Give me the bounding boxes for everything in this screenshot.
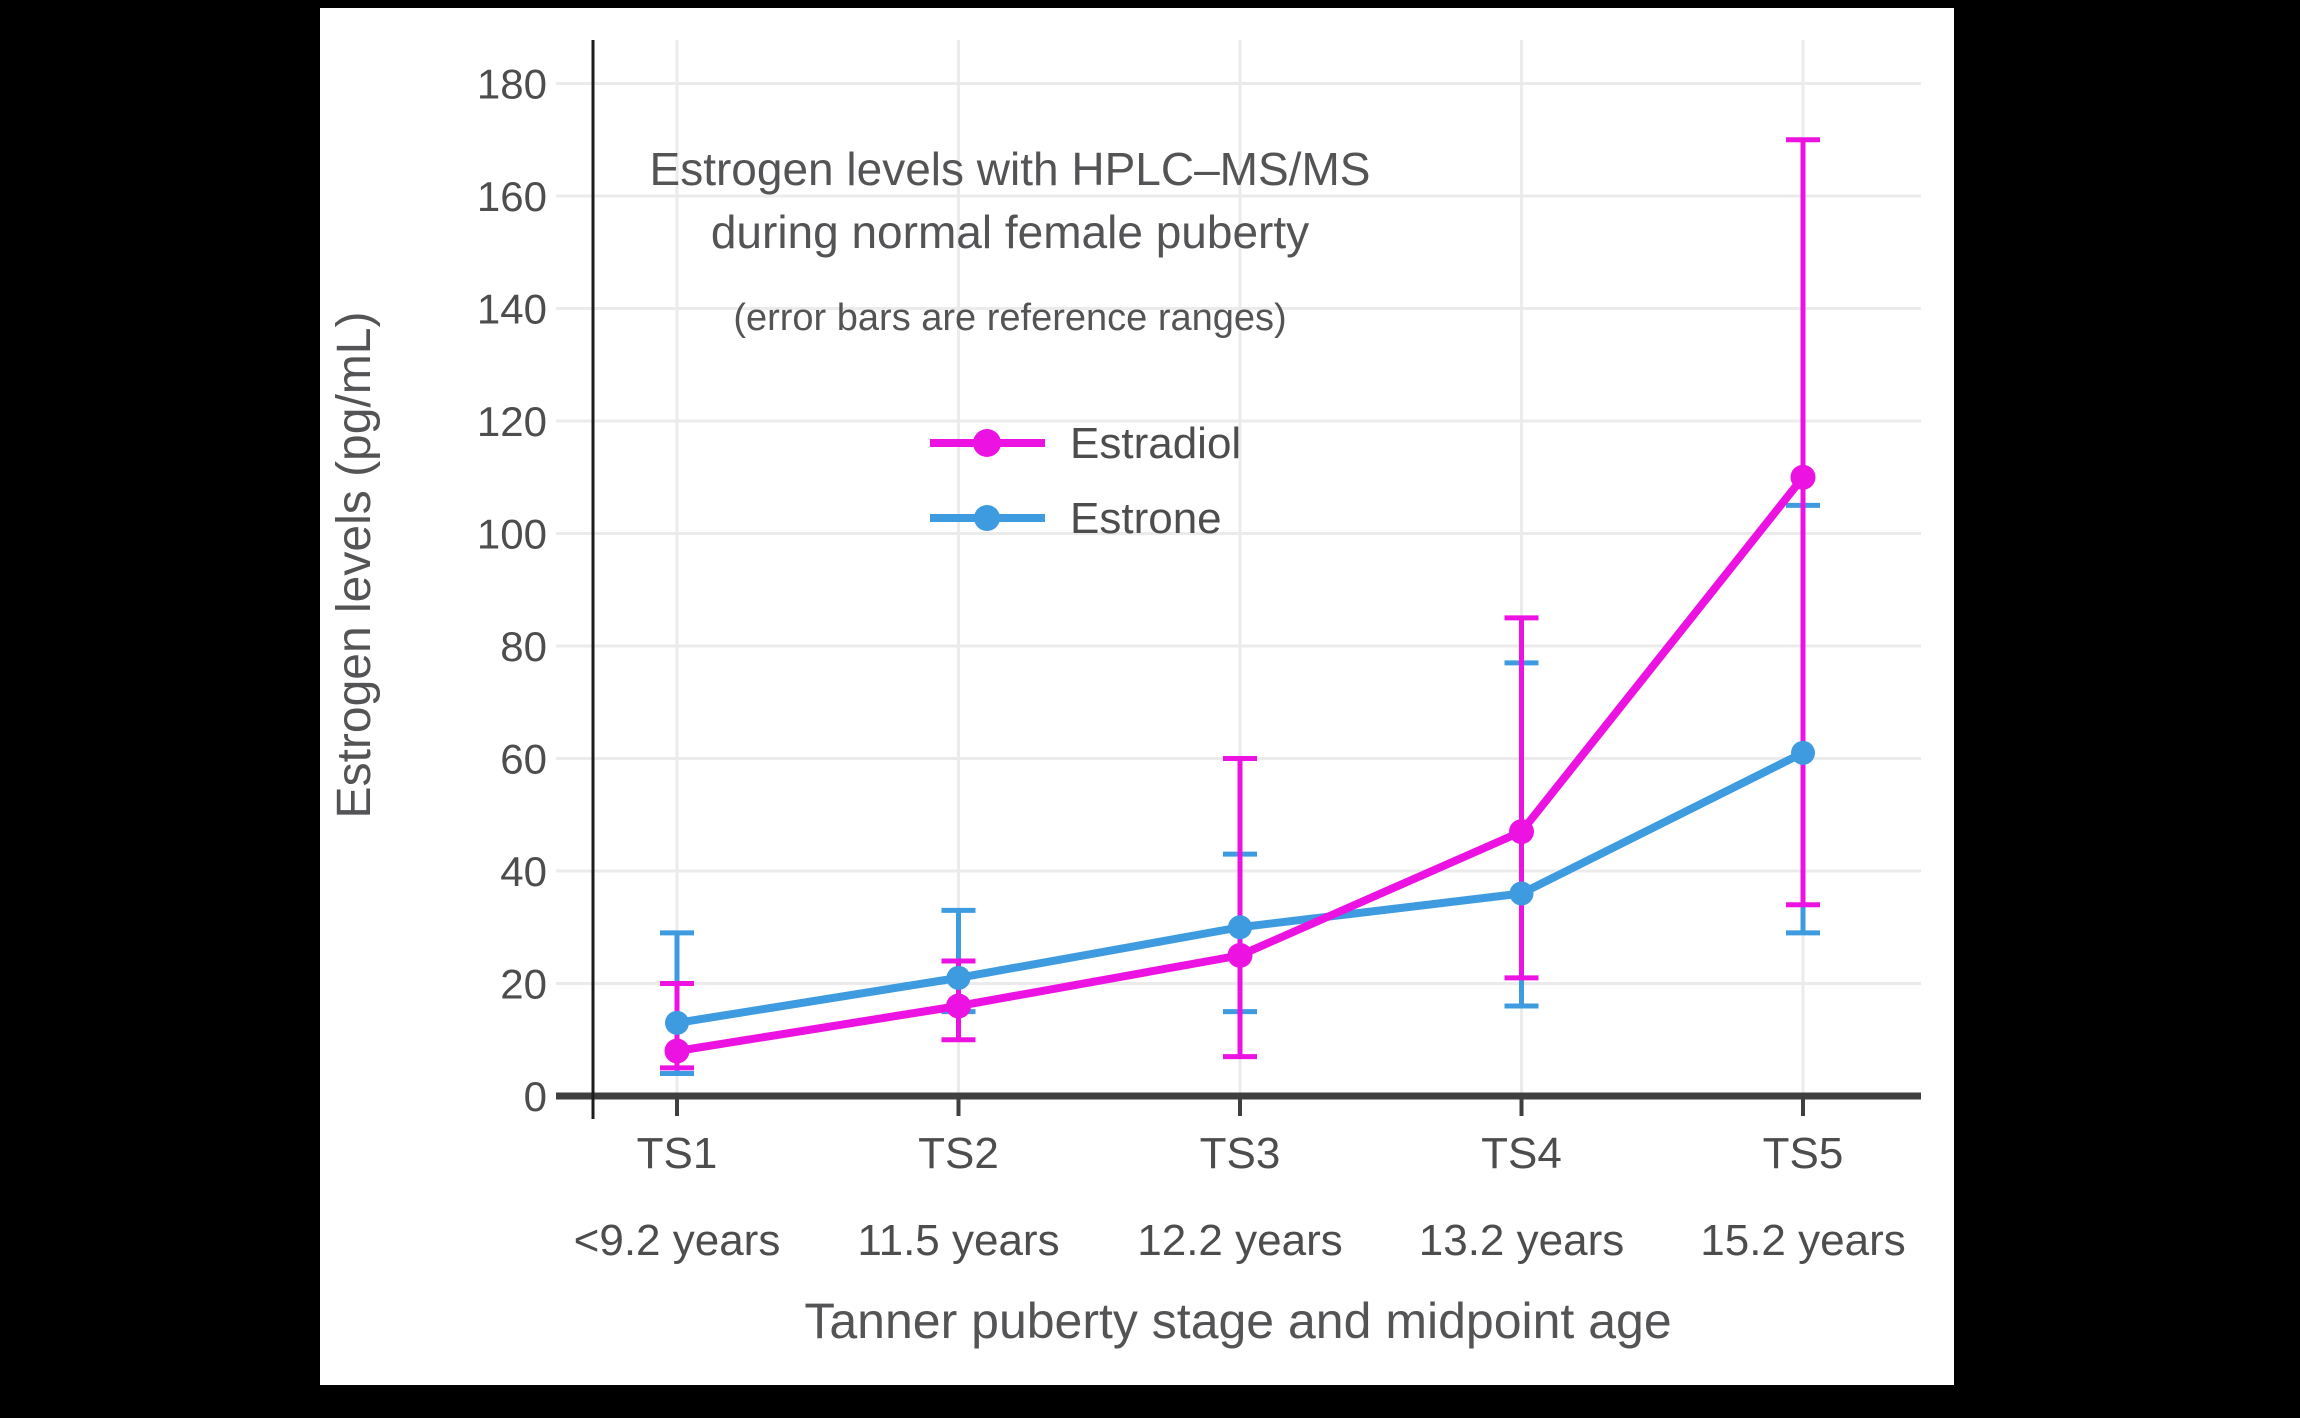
chart-canvas: 0 20 40 60 80 100 120 140 160 180 TS1 TS2 TS3 TS4 TS5 <…	[320, 8, 1954, 1385]
x-tick-age-label: 15.2 years	[1700, 1216, 1905, 1265]
data-point-estrone	[1791, 740, 1815, 765]
legend-label-estradiol: Estradiol	[1070, 419, 1241, 468]
markers-layer	[664, 464, 1816, 1064]
x-tick-label: TS5	[1763, 1129, 1844, 1178]
y-tick-label: 160	[477, 173, 547, 220]
x-tick-age-label: 11.5 years	[857, 1216, 1059, 1265]
legend-marker-estrone	[974, 505, 1000, 531]
y-tick-label: 60	[500, 736, 547, 783]
chart-subtitle: (error bars are reference ranges)	[733, 297, 1286, 339]
legend-item-estradiol: Estradiol	[930, 419, 1241, 468]
x-axis-title: Tanner puberty stage and midpoint age	[804, 1293, 1671, 1349]
data-point-estradiol	[1509, 819, 1534, 845]
data-point-estradiol	[946, 993, 971, 1019]
chart-title-line1: Estrogen levels with HPLC–MS/MS	[650, 143, 1371, 195]
data-point-estradiol	[1227, 942, 1253, 968]
x-tick-label: TS3	[1200, 1129, 1281, 1178]
data-point-estrone	[665, 1010, 689, 1035]
estrogen-levels-chart: 0 20 40 60 80 100 120 140 160 180 TS1 TS2 TS3 TS4 TS5 <…	[328, 40, 1921, 1349]
legend: Estradiol Estrone	[930, 419, 1241, 543]
axes-layer	[556, 40, 1921, 1119]
x-tick-label: TS1	[637, 1129, 718, 1178]
data-point-estradiol	[1790, 464, 1816, 490]
legend-item-estrone: Estrone	[930, 494, 1222, 543]
x-tick-label: TS2	[918, 1129, 999, 1178]
x-tick-age-label: 12.2 years	[1137, 1216, 1342, 1265]
x-tick-age-label: <9.2 years	[574, 1216, 781, 1265]
data-point-estrone	[1228, 915, 1252, 940]
y-tick-label: 100	[477, 511, 547, 558]
y-tick-label: 120	[477, 398, 547, 445]
data-point-estradiol	[664, 1038, 690, 1064]
x-tick-label: TS4	[1481, 1129, 1562, 1178]
y-tick-label: 80	[500, 623, 547, 670]
y-tick-label: 20	[500, 961, 547, 1008]
chart-title-line2: during normal female puberty	[711, 206, 1309, 258]
y-tick-label: 180	[477, 61, 547, 108]
y-tick-label: 40	[500, 848, 547, 895]
y-tick-label: 0	[524, 1073, 547, 1120]
y-tick-label: 140	[477, 286, 547, 333]
legend-label-estrone: Estrone	[1070, 494, 1222, 543]
data-point-estrone	[1509, 881, 1534, 906]
legend-marker-estradiol	[973, 429, 1001, 457]
tick-labels-layer: 0 20 40 60 80 100 120 140 160 180 TS1 TS2 TS3 TS4 TS5 <…	[477, 61, 1906, 1266]
x-tick-age-label: 13.2 years	[1419, 1216, 1624, 1265]
data-point-estrone	[946, 965, 971, 990]
y-axis-title: Estrogen levels (pg/mL)	[328, 312, 381, 819]
